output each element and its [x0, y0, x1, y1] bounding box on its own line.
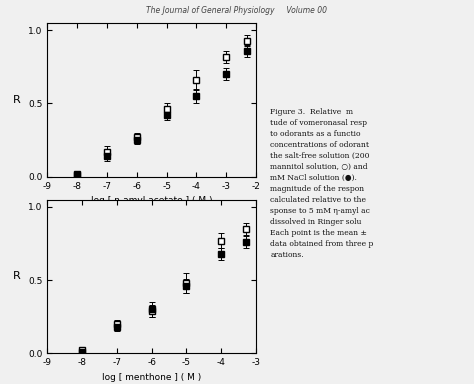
Y-axis label: R: R [13, 271, 21, 281]
X-axis label: log [ n-amyl acetate ] ( M ): log [ n-amyl acetate ] ( M ) [91, 196, 212, 205]
X-axis label: log [ menthone ] ( M ): log [ menthone ] ( M ) [102, 373, 201, 382]
Y-axis label: R: R [13, 95, 21, 105]
Text: Figure 3.  Relative  m
tude of vomeronasal resp
to odorants as a functio
concent: Figure 3. Relative m tude of vomeronasal… [270, 108, 374, 258]
Text: The Journal of General Physiology     Volume 00: The Journal of General Physiology Volume… [146, 6, 328, 15]
